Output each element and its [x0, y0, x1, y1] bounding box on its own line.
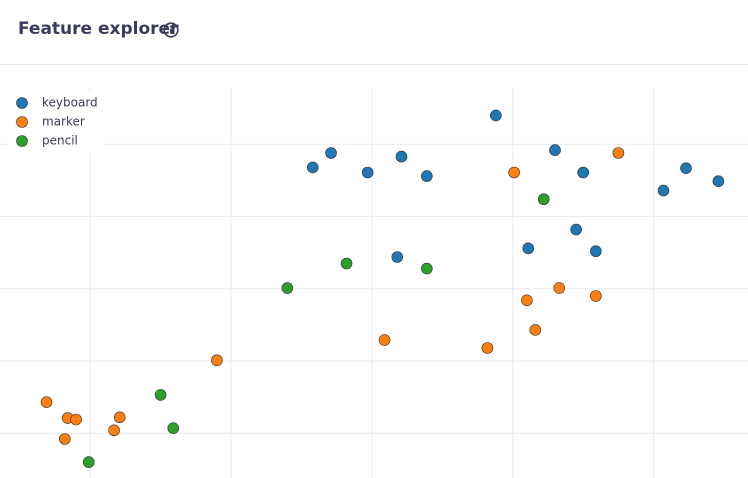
point	[481, 342, 494, 354]
point	[577, 166, 589, 179]
point	[306, 161, 319, 174]
point	[590, 245, 602, 258]
point	[508, 166, 520, 179]
point	[361, 166, 374, 179]
point	[108, 424, 120, 437]
point	[421, 262, 433, 275]
point	[590, 290, 602, 302]
legend-label: marker	[42, 115, 85, 129]
legend-label: keyboard	[42, 96, 98, 110]
legend-marker	[16, 97, 28, 109]
point	[395, 150, 408, 163]
point	[549, 144, 561, 156]
point	[712, 175, 725, 187]
point	[58, 433, 71, 445]
point	[421, 170, 433, 182]
point	[211, 354, 223, 367]
legend-label: pencil	[42, 134, 78, 148]
point	[391, 251, 404, 263]
legend-marker	[16, 135, 28, 147]
point	[553, 282, 566, 294]
point	[612, 147, 625, 159]
legend: keyboard marker pencil	[8, 92, 104, 153]
point	[154, 389, 167, 401]
point	[40, 396, 53, 408]
point	[70, 413, 82, 426]
point	[113, 411, 126, 424]
point	[340, 257, 353, 270]
header: Feature explorer	[0, 0, 748, 65]
point	[378, 334, 391, 346]
point	[281, 282, 294, 294]
info-icon[interactable]	[163, 22, 179, 38]
point	[657, 184, 670, 197]
point	[490, 109, 502, 122]
point	[570, 223, 582, 236]
point	[537, 193, 550, 206]
point	[522, 242, 535, 255]
point	[529, 324, 542, 336]
point	[325, 147, 337, 159]
page-title: Feature explorer	[18, 19, 179, 39]
legend-marker	[16, 116, 28, 128]
point	[680, 162, 692, 174]
point	[521, 294, 533, 307]
point	[167, 422, 180, 434]
point	[82, 456, 95, 468]
